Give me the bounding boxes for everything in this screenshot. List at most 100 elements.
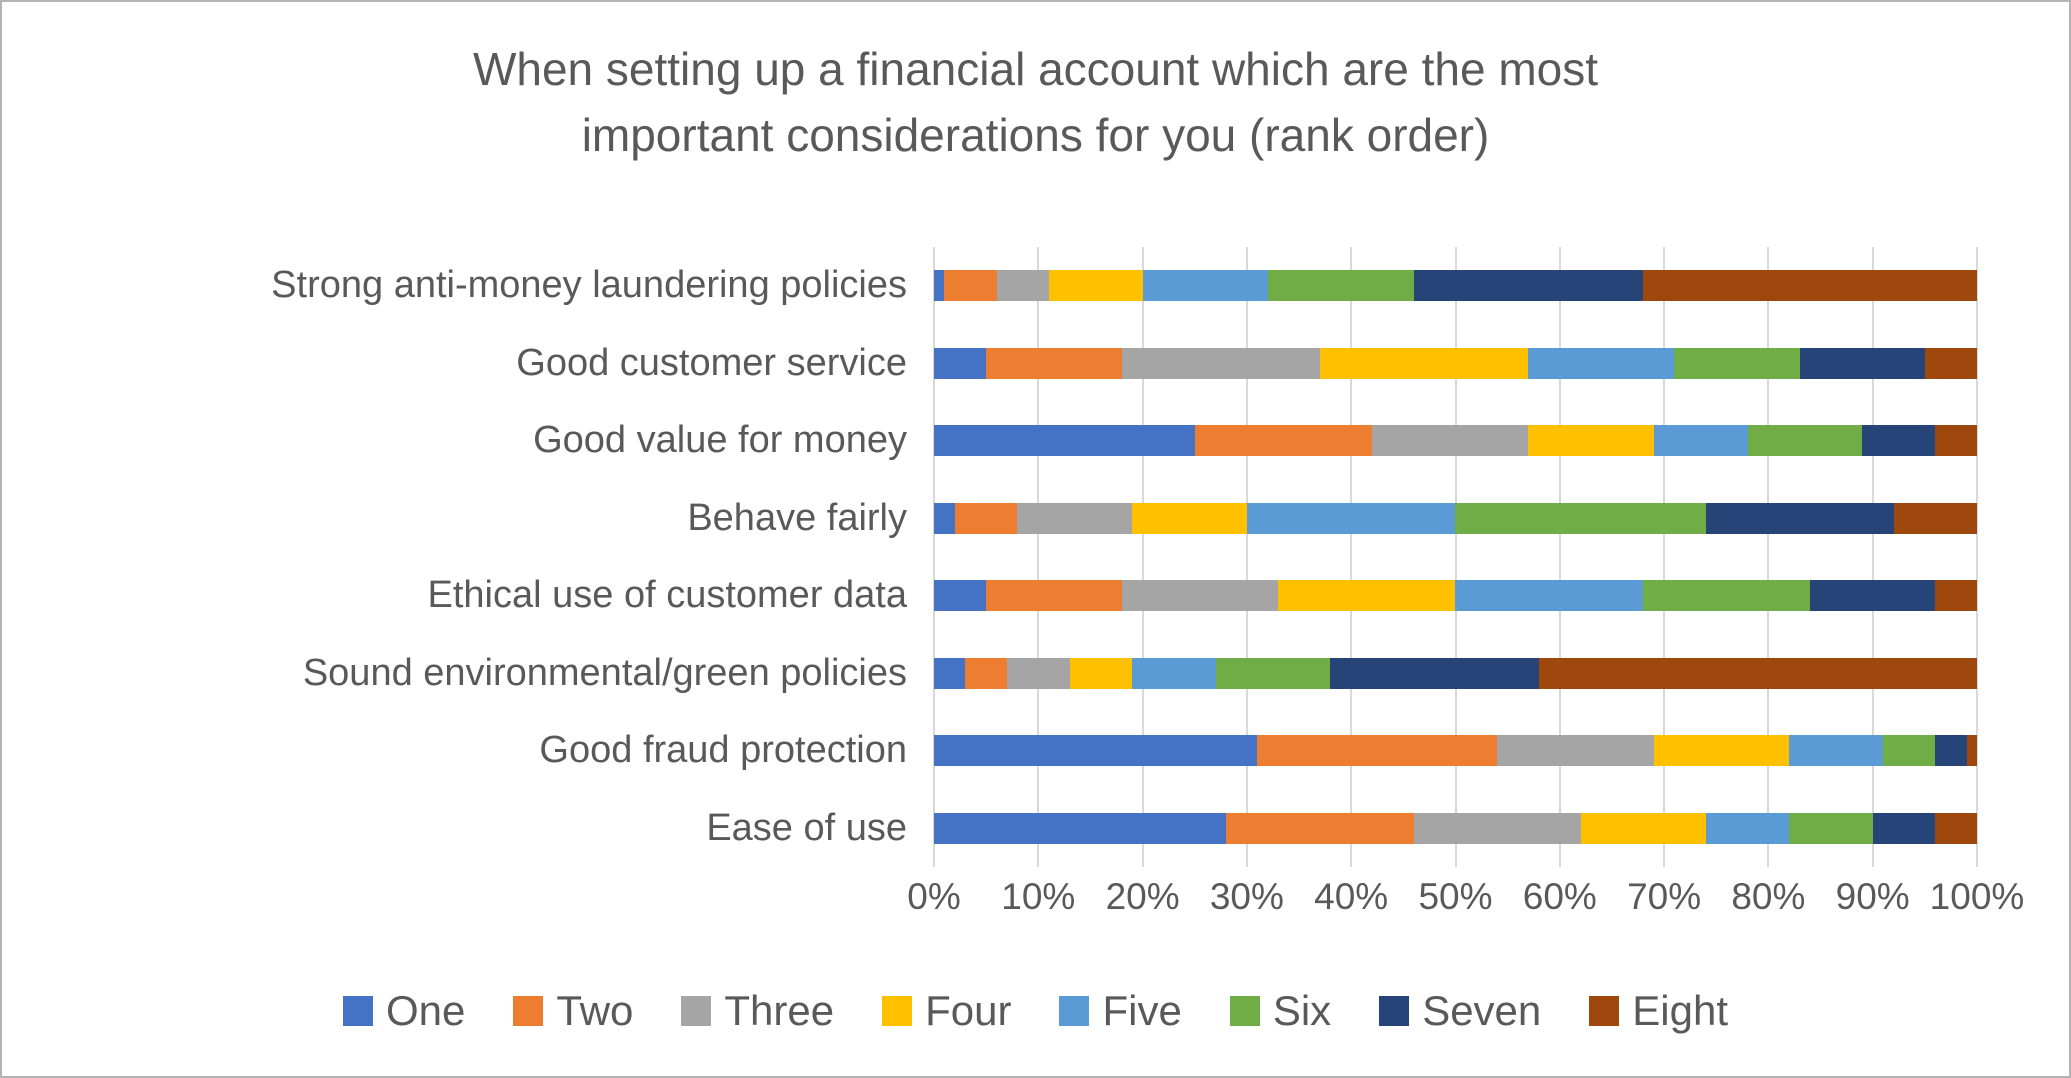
bar-segment-three <box>1372 425 1529 457</box>
bar-segment-three <box>1007 657 1070 689</box>
legend-swatch <box>342 996 373 1026</box>
bar-segment-four <box>1048 270 1143 302</box>
category-label: Good value for money <box>533 419 907 461</box>
bar-segment-seven <box>1799 347 1925 379</box>
x-axis: 0% 10% 20% 30% 40% 50% 60% 70% 80% 90% 100% <box>907 876 2024 922</box>
legend-label: Four <box>925 987 1012 1034</box>
bar-segment-five <box>1789 735 1884 767</box>
bar-segment-five <box>1528 347 1675 379</box>
gridline <box>1037 247 1040 867</box>
bar-row <box>934 735 1977 767</box>
bar-segment-seven <box>1872 812 1936 844</box>
legend-item-three: Three <box>681 987 834 1035</box>
gridline <box>1454 247 1457 867</box>
bar-segment-six <box>1674 347 1800 379</box>
bar-segment-six <box>1267 270 1414 302</box>
bar-segment-six <box>1215 657 1331 689</box>
x-axis-tick-label: 60% <box>1522 876 1597 917</box>
legend-label: Three <box>724 987 835 1034</box>
legend-item-seven: Seven <box>1379 987 1541 1035</box>
x-axis-tick-label: 100% <box>1929 876 2025 917</box>
gridline <box>1663 247 1666 867</box>
bar-segment-two <box>1194 425 1373 457</box>
x-axis-tick-label: 10% <box>1001 876 1076 917</box>
bar-segment-two <box>986 580 1122 612</box>
bar-segment-four <box>1653 735 1790 767</box>
gridline <box>1976 247 1978 867</box>
legend-item-five: Five <box>1059 987 1182 1035</box>
bar-segment-six <box>1747 425 1863 457</box>
category-label: Ethical use of customer data <box>427 574 907 616</box>
legend-swatch <box>513 996 544 1026</box>
bar-segment-four <box>1528 425 1654 457</box>
bar-segment-seven <box>1862 425 1936 457</box>
gridline <box>1350 247 1353 867</box>
bar-row <box>934 270 1977 302</box>
bar-segment-four <box>1278 580 1456 612</box>
bar-segment-eight <box>1643 270 1977 302</box>
legend-swatch <box>1059 996 1090 1026</box>
bar-row <box>934 580 1977 612</box>
x-axis-tick-label: 50% <box>1418 876 1493 917</box>
legend-swatch <box>1229 996 1260 1026</box>
gridline <box>933 247 935 867</box>
bar-segment-six <box>1883 735 1936 767</box>
bar-segment-four <box>1069 657 1133 689</box>
bar-segment-three <box>1413 812 1581 844</box>
legend-label: Six <box>1272 987 1332 1034</box>
bar-segment-two <box>954 502 1018 534</box>
bar-segment-five <box>1455 580 1644 612</box>
chart-title: When setting up a financial account whic… <box>2 36 2069 168</box>
legend: One Two Three Four Five Six Seven Eight <box>2 987 2069 1035</box>
bar-segment-seven <box>1810 580 1936 612</box>
bar-segment-eight <box>1538 657 1977 689</box>
bar-row <box>934 425 1977 457</box>
legend-label: Two <box>556 987 634 1034</box>
bar-segment-four <box>1319 347 1529 379</box>
legend-swatch <box>1379 996 1410 1026</box>
bar-segment-five <box>1132 657 1216 689</box>
legend-item-two: Two <box>513 987 633 1035</box>
bar-segment-seven <box>1413 270 1644 302</box>
bar-segment-three <box>1497 735 1654 767</box>
bar-segment-four <box>1580 812 1706 844</box>
x-axis-tick-label: 90% <box>1835 876 1910 917</box>
bar-segment-eight <box>1935 580 1977 612</box>
category-label: Ease of use <box>706 806 907 849</box>
legend-swatch <box>882 996 913 1026</box>
bar-segment-seven <box>1330 657 1539 689</box>
gridline <box>1871 247 1874 867</box>
legend-swatch <box>1589 996 1620 1026</box>
x-axis-tick-label: 70% <box>1627 876 1702 917</box>
gridline <box>1245 247 1248 867</box>
bar-segment-one <box>934 735 1258 767</box>
bar-segment-six <box>1455 502 1706 534</box>
category-label: Sound environmental/green policies <box>302 651 907 694</box>
category-label: Good customer service <box>516 341 907 384</box>
x-axis-tick-label: 0% <box>907 876 961 917</box>
bar-segment-eight <box>1893 502 1977 534</box>
bar-segment-eight <box>1966 735 1977 767</box>
bar-segment-two <box>965 657 1007 689</box>
category-labels: Strong anti-money laundering policies Goo… <box>2 247 907 867</box>
bar-segment-two <box>1257 735 1498 767</box>
gridline <box>1558 247 1561 867</box>
gridline <box>1767 247 1770 867</box>
legend-swatch <box>681 996 712 1026</box>
bar-segment-six <box>1789 812 1873 844</box>
category-label: Behave fairly <box>687 496 907 539</box>
legend-item-one: One <box>342 987 465 1035</box>
bar-segment-one <box>934 347 987 379</box>
bar-segment-one <box>934 502 955 534</box>
legend-item-eight: Eight <box>1589 987 1728 1035</box>
gridline <box>1141 247 1144 867</box>
bar-segment-five <box>1705 812 1790 844</box>
x-axis-tick-label: 20% <box>1105 876 1180 917</box>
legend-item-six: Six <box>1229 987 1332 1035</box>
x-axis-tick-label: 40% <box>1314 876 1389 917</box>
bar-row <box>934 347 1977 379</box>
legend-label: Seven <box>1422 987 1542 1034</box>
bar-segment-one <box>934 580 987 612</box>
bar-segment-eight <box>1935 812 1977 844</box>
bar-segment-five <box>1653 425 1748 457</box>
